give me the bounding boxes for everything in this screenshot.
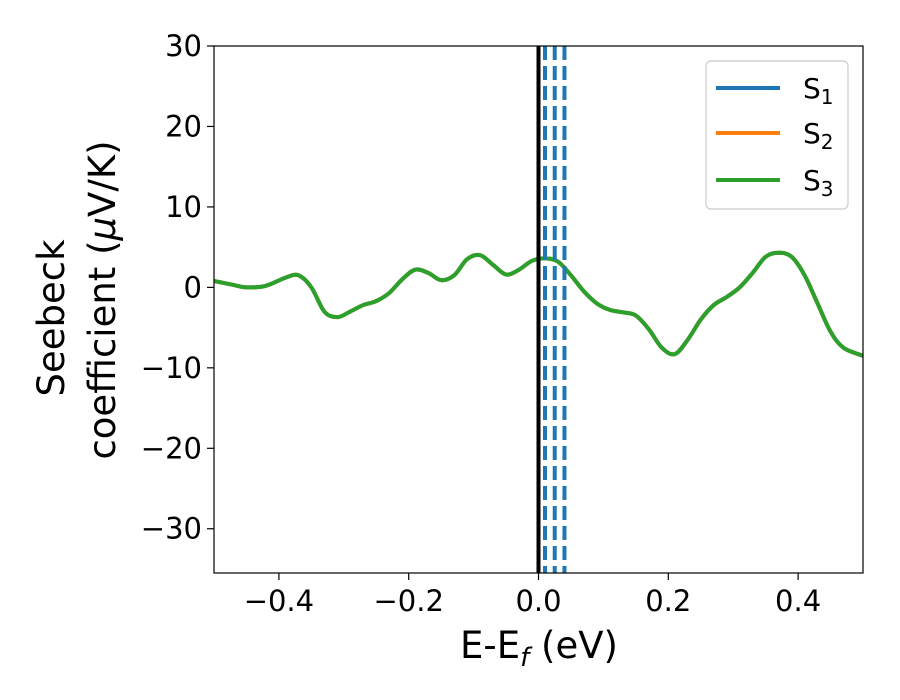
legend-label-s3: S3	[803, 164, 834, 201]
legend-item-s3: S3	[716, 164, 834, 201]
y-tick-label: 0	[184, 270, 202, 304]
x-tick-label: −0.4	[244, 584, 314, 618]
plot-content	[214, 46, 863, 573]
x-tick-label: 0.2	[645, 584, 691, 618]
y-axis-label: Seebeck coefficient (μV/K)	[30, 140, 124, 459]
y-tick-label: 20	[165, 109, 202, 143]
y-tick-label: −10	[141, 351, 202, 385]
x-tick-label: 0.4	[775, 584, 821, 618]
x-tick-label: 0.0	[515, 584, 561, 618]
y-tick-label: 10	[165, 190, 202, 224]
y-tick-label: −20	[141, 431, 202, 465]
x-axis-label: E-Ef (eV)	[460, 624, 618, 673]
y-tick-label: 30	[165, 29, 202, 63]
legend: S1 S2 S3	[705, 60, 849, 210]
y-tick-label: −30	[141, 512, 202, 546]
y-axis-label-line1: Seebeck	[30, 239, 73, 397]
legend-label-s2: S2	[803, 117, 834, 154]
legend-item-s2: S2	[716, 117, 834, 154]
plot-area: −0.4 −0.2 0.0 0.2 0.4 −30 −20 −10 0 10 20 30	[141, 29, 864, 618]
legend-item-s1: S1	[716, 72, 834, 109]
x-tick-label: −0.2	[373, 584, 443, 618]
legend-label-s1: S1	[803, 72, 834, 109]
y-axis-label-line2: coefficient (μV/K)	[81, 140, 124, 459]
